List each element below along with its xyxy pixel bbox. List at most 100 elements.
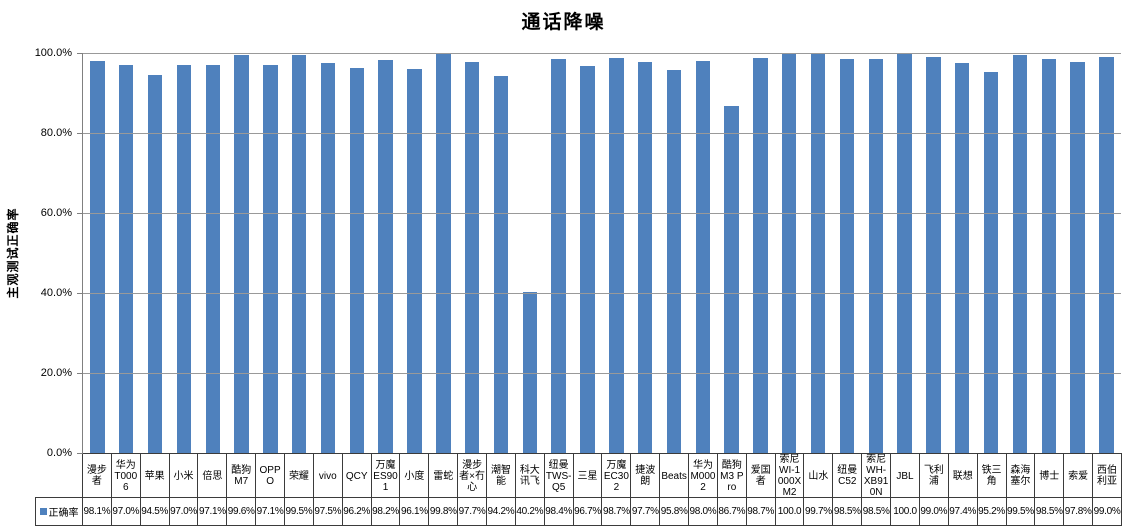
category-cell: 山水 <box>804 454 834 498</box>
category-cell: 万魔ES901 <box>372 454 401 498</box>
y-tick-label: 20.0% <box>40 367 72 379</box>
bar-西伯利亚 <box>1099 57 1114 453</box>
category-cell: 科大讯飞 <box>516 454 545 498</box>
value-cell: 40.2% <box>516 498 545 525</box>
plot-area <box>83 53 1121 453</box>
category-cell: 纽曼C52 <box>833 454 863 498</box>
bar-slot <box>977 53 1006 453</box>
bar-小度 <box>407 68 422 453</box>
category-cell: 西伯利亚 <box>1097 465 1117 487</box>
bar-万魔EC302 <box>609 58 624 453</box>
bar-slot <box>227 53 256 453</box>
category-cell: JBL <box>891 454 920 498</box>
gridline <box>83 133 1121 134</box>
bar-slot <box>342 53 371 453</box>
bar-slot <box>256 53 285 453</box>
category-cell: 酷狗M7 <box>227 454 257 498</box>
value-cell: 99.7% <box>804 498 834 525</box>
bar-slot <box>861 53 890 453</box>
y-tick-label: 100.0% <box>34 47 72 59</box>
bars <box>83 53 1121 453</box>
value-cell: 99.0% <box>920 498 949 525</box>
bar-华为M0002 <box>695 61 710 453</box>
value-cell: 98.5% <box>833 498 863 525</box>
value-cell: 98.0% <box>689 498 718 525</box>
bar-纽曼C52 <box>839 59 855 453</box>
bar-铁三角 <box>983 72 999 453</box>
value-cell: 100.0 <box>891 498 920 525</box>
bar-slot <box>83 53 112 453</box>
y-tick-mark <box>77 133 83 134</box>
bar-山水 <box>810 54 826 453</box>
bar-slot <box>400 53 429 453</box>
bar-slot <box>890 53 919 453</box>
category-cell: 小米 <box>170 454 199 498</box>
category-cell: 爱国者 <box>747 454 776 498</box>
gridline <box>83 373 1121 374</box>
bar-slot <box>602 53 631 453</box>
bar-索尼WI-1000XM2 <box>782 53 797 453</box>
bar-雷蛇 <box>436 53 451 453</box>
value-cell: 95.2% <box>978 498 1007 525</box>
y-tick-label: 0.0% <box>46 447 72 459</box>
bar-潮智能 <box>493 76 509 453</box>
value-cell: 98.5% <box>862 498 892 525</box>
bar-QCY <box>349 68 365 453</box>
bar-slot <box>919 53 948 453</box>
category-cell: 三星 <box>574 454 603 498</box>
bar-slot <box>285 53 314 453</box>
category-cell: Beats <box>660 454 690 498</box>
category-cell: 华为T0006 <box>112 454 141 498</box>
bar-科大讯飞 <box>522 292 538 453</box>
value-cell: 97.0% <box>170 498 199 525</box>
value-cell: 97.8% <box>1064 498 1094 525</box>
y-tick-label: 60.0% <box>40 207 72 219</box>
bar-slot <box>833 53 862 453</box>
bar-酷狗M7 <box>234 54 249 453</box>
bar-倍思 <box>205 64 220 453</box>
category-cell: OPPO <box>256 454 286 498</box>
value-cell: 98.7% <box>747 498 776 525</box>
value-cell: 98.4% <box>545 498 574 525</box>
category-cell: 联想 <box>949 454 978 498</box>
bar-小米 <box>176 65 192 453</box>
bar-荣耀 <box>292 55 307 453</box>
category-header-row: 漫步者 华为T0006 苹果 小米 倍思 酷狗M7 OPPO 荣耀 vivo QCY 万魔ES901… <box>82 453 1122 498</box>
y-tick-label: 40.0% <box>40 287 72 299</box>
category-cell: 倍思 <box>198 454 228 498</box>
bar-slot <box>660 53 689 453</box>
gridline <box>83 213 1121 214</box>
category-cell: 雷蛇 <box>429 454 459 498</box>
bar-slot <box>631 53 660 453</box>
value-cell: 86.7% <box>718 498 747 525</box>
bar-联想 <box>955 63 970 453</box>
category-cell: 酷狗M3 Pro <box>718 454 747 498</box>
bar-森海塞尔 <box>1012 55 1028 453</box>
bar-酷狗M3 Pro <box>724 106 739 453</box>
bar-slot <box>141 53 170 453</box>
value-cell: 96.1% <box>400 498 430 525</box>
bar-华为T0006 <box>119 65 134 453</box>
value-cell: 96.7% <box>574 498 603 525</box>
category-cell: 华为M0002 <box>689 454 718 498</box>
y-axis-line <box>82 53 83 454</box>
bar-slot <box>515 53 544 453</box>
y-tick-mark <box>77 213 83 214</box>
value-cell: 98.2% <box>372 498 401 525</box>
value-cell: 97.4% <box>949 498 978 525</box>
value-cell: 97.1% <box>198 498 228 525</box>
bar-漫步者 <box>90 60 105 453</box>
bar-索爱 <box>1070 61 1085 453</box>
bar-slot <box>544 53 573 453</box>
bar-slot <box>112 53 141 453</box>
value-cell: 99.0% <box>1093 506 1121 517</box>
value-cell: 95.8% <box>660 498 690 525</box>
category-cell: 纽曼TWS-Q5 <box>545 454 574 498</box>
category-cell: 索尼WH-XB910N <box>862 454 892 498</box>
bar-slot <box>775 53 804 453</box>
category-cell: 索尼WI-1000XM2 <box>776 454 805 498</box>
category-cell: 苹果 <box>141 454 170 498</box>
bar-捷波朗 <box>637 62 653 453</box>
bar-三星 <box>580 66 595 453</box>
value-cell: 99.8% <box>429 498 459 525</box>
